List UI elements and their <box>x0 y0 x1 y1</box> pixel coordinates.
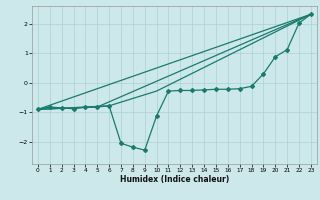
X-axis label: Humidex (Indice chaleur): Humidex (Indice chaleur) <box>120 175 229 184</box>
